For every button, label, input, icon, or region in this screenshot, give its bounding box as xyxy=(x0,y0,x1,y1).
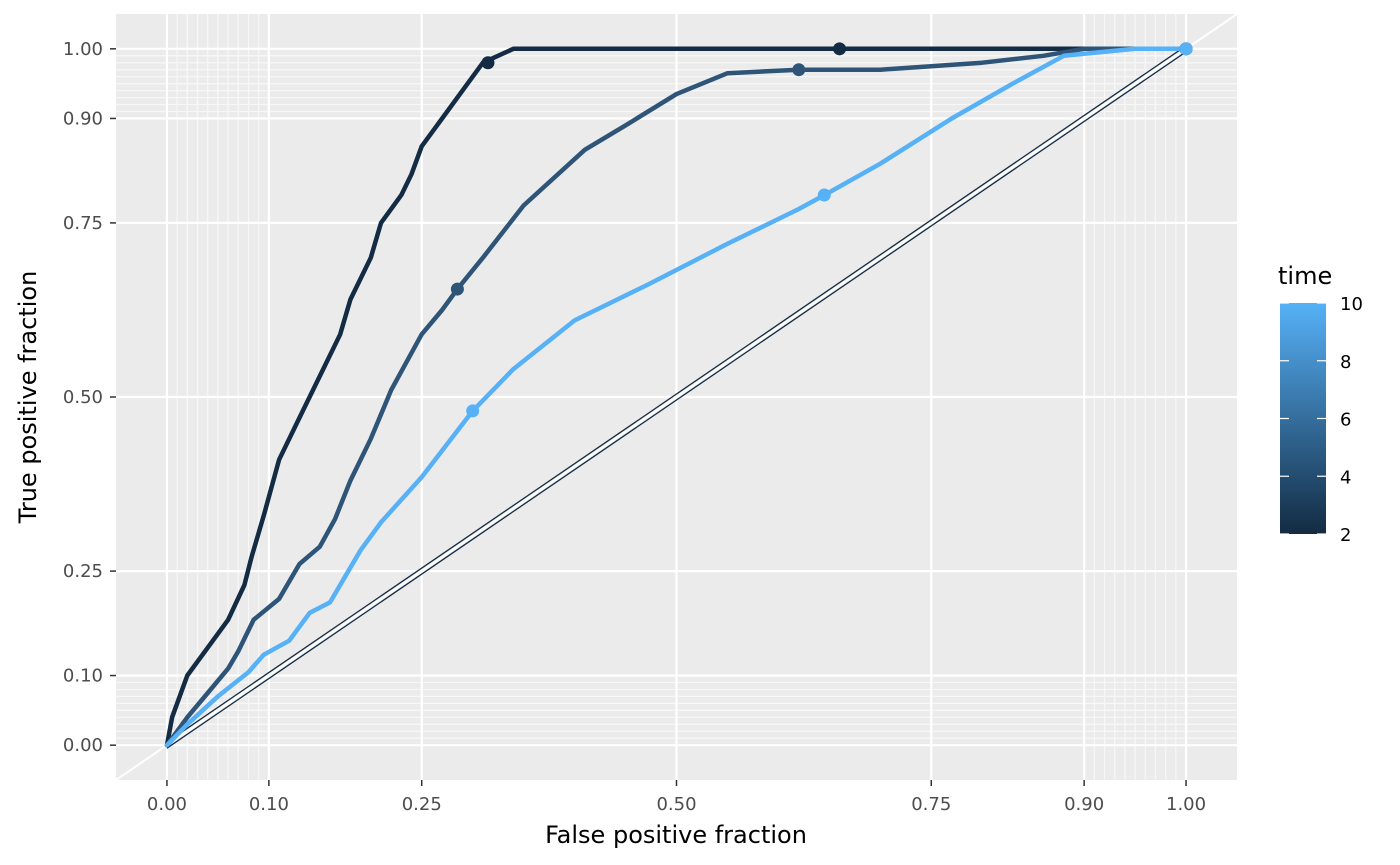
reference-line-upper xyxy=(166,45,1187,743)
y-tick-label: 1.00 xyxy=(63,39,103,60)
legend-break-label: 8 xyxy=(1340,352,1351,373)
cutoff-marker-time-10 xyxy=(466,404,480,418)
x-tick-label: 0.00 xyxy=(147,794,187,815)
axes: 0.00 0.10 0.25 0.50 0.75 0.90 1.00 0.00 0.10 0.25… xyxy=(63,39,1206,815)
legend-break-label: 10 xyxy=(1340,294,1363,315)
legend: time 10 8 6 4 2 xyxy=(1278,262,1363,546)
cutoff-marker-time-2 xyxy=(833,42,847,56)
x-tick-label: 0.25 xyxy=(402,794,442,815)
y-axis-title: True positive fraction xyxy=(14,271,42,525)
x-tick-label: 0.75 xyxy=(911,794,951,815)
y-tick-label: 0.75 xyxy=(63,213,103,234)
x-tick-label: 0.10 xyxy=(249,794,289,815)
y-tick-label: 0.90 xyxy=(63,108,103,129)
plot-area xyxy=(116,14,1237,780)
cutoff-marker-time-5 xyxy=(450,282,464,296)
roc-curve-time-5 xyxy=(164,46,1189,748)
x-tick-label: 0.90 xyxy=(1064,794,1104,815)
legend-break-label: 4 xyxy=(1340,467,1351,488)
reference-line-lower xyxy=(166,51,1187,749)
x-tick-label: 0.50 xyxy=(656,794,696,815)
diagonal-guide xyxy=(116,14,1237,780)
cutoff-marker-time-5 xyxy=(792,63,806,77)
x-axis-title: False positive fraction xyxy=(545,821,807,849)
cutoff-marker-time-10 xyxy=(817,188,831,202)
legend-ticks: 10 8 6 4 2 xyxy=(1280,294,1363,546)
y-tick-label: 0.25 xyxy=(63,561,103,582)
legend-break-label: 2 xyxy=(1340,525,1351,546)
cutoff-marker-time-10 xyxy=(1179,42,1193,56)
y-tick-label: 0.10 xyxy=(63,666,103,687)
x-tick-label: 1.00 xyxy=(1166,794,1206,815)
roc-curve-time-10 xyxy=(164,46,1189,748)
legend-break-label: 6 xyxy=(1340,410,1351,431)
y-tick-label: 0.50 xyxy=(63,387,103,408)
cutoff-marker-time-2 xyxy=(481,56,495,70)
y-tick-label: 0.00 xyxy=(63,735,103,756)
legend-title: time xyxy=(1278,262,1332,290)
